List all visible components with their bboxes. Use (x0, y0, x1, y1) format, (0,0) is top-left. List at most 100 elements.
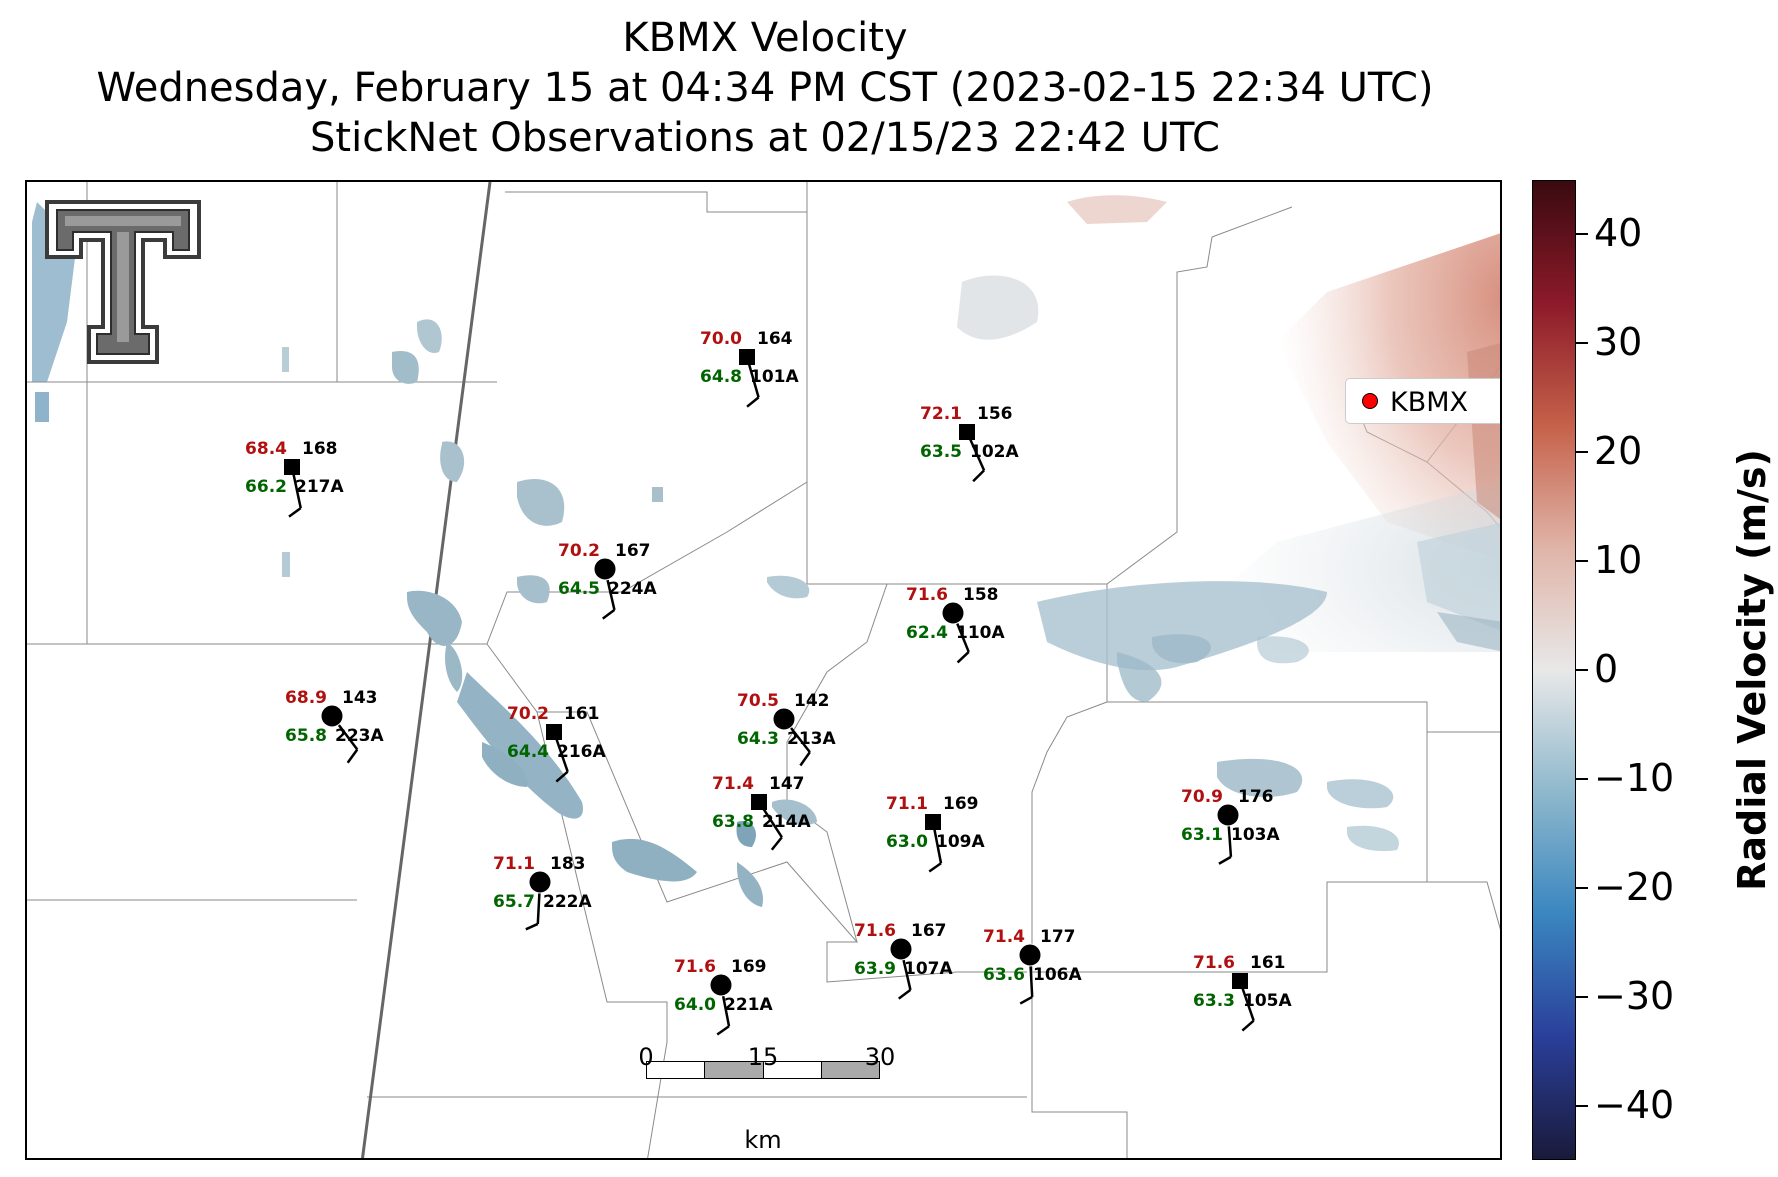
wind-direction-label: 177 (1040, 927, 1076, 947)
station-id-label: 213A (787, 729, 836, 749)
station-calm-circle-marker-icon (1018, 943, 1042, 967)
station-calm-circle-marker-icon (941, 601, 965, 625)
temperature-label: 71.1 (886, 794, 928, 814)
colorbar-label: Radial Velocity (m/s) (1730, 449, 1774, 891)
station-id-label: 223A (335, 726, 384, 746)
station-id-label: 105A (1243, 991, 1292, 1011)
station-square-marker-icon (925, 814, 941, 830)
dewpoint-label: 63.1 (1181, 825, 1223, 845)
colorbar-tick (1576, 560, 1588, 563)
map-panel[interactable]: 70.0 164 64.8 101A 72.1 156 63.5 102A 68.4 168 66.… (25, 180, 1502, 1160)
wind-direction-label: 161 (1250, 953, 1286, 973)
station-107A[interactable]: 71.6 167 63.9 107A (854, 921, 953, 1000)
colorbar-tick-label: −20 (1594, 864, 1675, 909)
dewpoint-label: 64.4 (507, 742, 549, 762)
dewpoint-label: 63.0 (886, 832, 928, 852)
station-216A[interactable]: 70.2 161 64.4 216A (507, 704, 606, 783)
colorbar-tick (1576, 451, 1588, 454)
dewpoint-label: 66.2 (245, 477, 287, 497)
dewpoint-label: 64.0 (674, 995, 716, 1015)
wind-barb-flag (1218, 855, 1232, 865)
wind-direction-label: 168 (302, 439, 338, 459)
station-calm-circle-marker-icon (709, 973, 733, 997)
station-105A[interactable]: 71.6 161 63.3 105A (1193, 953, 1292, 1032)
wind-direction-label: 176 (1238, 787, 1274, 807)
wind-direction-label: 161 (564, 704, 600, 724)
station-square-marker-icon (959, 424, 975, 440)
wind-barb-flag (555, 770, 569, 783)
wind-direction-label: 167 (615, 541, 651, 561)
colorbar-tick-label: 10 (1594, 538, 1643, 583)
title-line-2: Wednesday, February 15 at 04:34 PM CST (… (96, 65, 1434, 111)
temperature-label: 71.6 (1193, 953, 1235, 973)
station-id-label: 107A (904, 959, 953, 979)
wind-direction-label: 183 (550, 854, 586, 874)
wind-barb-flag (602, 608, 616, 620)
station-101A[interactable]: 70.0 164 64.8 101A (700, 329, 799, 408)
station-102A[interactable]: 72.1 156 63.5 102A (920, 404, 1019, 483)
wind-direction-label: 164 (757, 329, 793, 349)
station-109A[interactable]: 71.1 169 63.0 109A (886, 794, 985, 873)
wind-barb-flag (1019, 995, 1033, 1005)
temperature-label: 71.6 (854, 921, 896, 941)
dewpoint-label: 62.4 (906, 623, 948, 643)
station-103A[interactable]: 70.9 176 63.1 103A (1181, 787, 1280, 865)
wind-barb-flag (898, 988, 912, 1000)
station-calm-circle-marker-icon (528, 870, 552, 894)
wind-barb-flag (956, 651, 970, 664)
station-id-label: 217A (295, 477, 344, 497)
station-id-label: 222A (543, 892, 592, 912)
station-calm-circle-marker-icon (889, 937, 913, 961)
station-id-label: 106A (1033, 965, 1082, 985)
station-224A[interactable]: 70.2 167 64.5 224A (558, 541, 657, 620)
temperature-label: 71.4 (712, 774, 754, 794)
dewpoint-label: 64.3 (737, 729, 779, 749)
wind-barb-flag (346, 748, 359, 764)
dewpoint-label: 65.8 (285, 726, 327, 746)
temperature-label: 71.6 (674, 957, 716, 977)
dewpoint-label: 65.7 (493, 892, 535, 912)
station-110A[interactable]: 71.6 158 62.4 110A (906, 585, 1005, 664)
station-213A[interactable]: 70.5 142 64.3 213A (737, 691, 836, 767)
title-line-3: StickNet Observations at 02/15/23 22:42 … (310, 115, 1220, 161)
station-square-marker-icon (751, 794, 767, 810)
station-id-label: 101A (750, 367, 799, 387)
colorbar-tick-label: 20 (1594, 429, 1643, 474)
station-calm-circle-marker-icon (593, 557, 617, 581)
velocity-colorbar (1532, 180, 1576, 1160)
station-id-label: 221A (724, 995, 773, 1015)
colorbar-tick (1576, 669, 1588, 671)
station-217A[interactable]: 68.4 168 66.2 217A (245, 439, 344, 518)
colorbar-tick-label: 0 (1594, 647, 1619, 691)
distance-scale-bar (646, 1061, 880, 1079)
colorbar-tick (1576, 233, 1588, 236)
temperature-label: 70.5 (737, 691, 779, 711)
station-214A[interactable]: 71.4 147 63.8 214A (712, 774, 811, 851)
station-223A[interactable]: 68.9 143 65.8 223A (285, 688, 384, 764)
wind-barb-flag (716, 1025, 730, 1036)
dewpoint-label: 63.9 (854, 959, 896, 979)
station-221A[interactable]: 71.6 169 64.0 221A (674, 957, 773, 1036)
wind-direction-label: 169 (943, 794, 979, 814)
wind-direction-label: 169 (731, 957, 767, 977)
wind-barb-flag (972, 469, 985, 483)
colorbar-tick (1576, 777, 1588, 780)
wind-barb-flag (928, 862, 942, 873)
station-222A[interactable]: 71.1 183 65.7 222A (493, 854, 592, 931)
station-calm-circle-marker-icon (772, 707, 796, 731)
station-square-marker-icon (546, 724, 562, 740)
station-id-label: 103A (1231, 825, 1280, 845)
wind-direction-label: 142 (794, 691, 830, 711)
wind-direction-label: 147 (769, 774, 805, 794)
station-square-marker-icon (284, 459, 300, 475)
wind-barb-flag (746, 396, 760, 408)
wind-barb-flag (770, 836, 783, 851)
colorbar-tick-label: 40 (1594, 211, 1643, 256)
colorbar-tick (1576, 342, 1588, 345)
station-square-marker-icon (739, 349, 755, 365)
legend-label: KBMX (1390, 387, 1469, 418)
colorbar-tick-label: 30 (1594, 320, 1643, 365)
station-106A[interactable]: 71.4 177 63.6 106A (983, 927, 1082, 1005)
colorbar-tick-label: −30 (1594, 973, 1675, 1018)
temperature-label: 71.4 (983, 927, 1025, 947)
